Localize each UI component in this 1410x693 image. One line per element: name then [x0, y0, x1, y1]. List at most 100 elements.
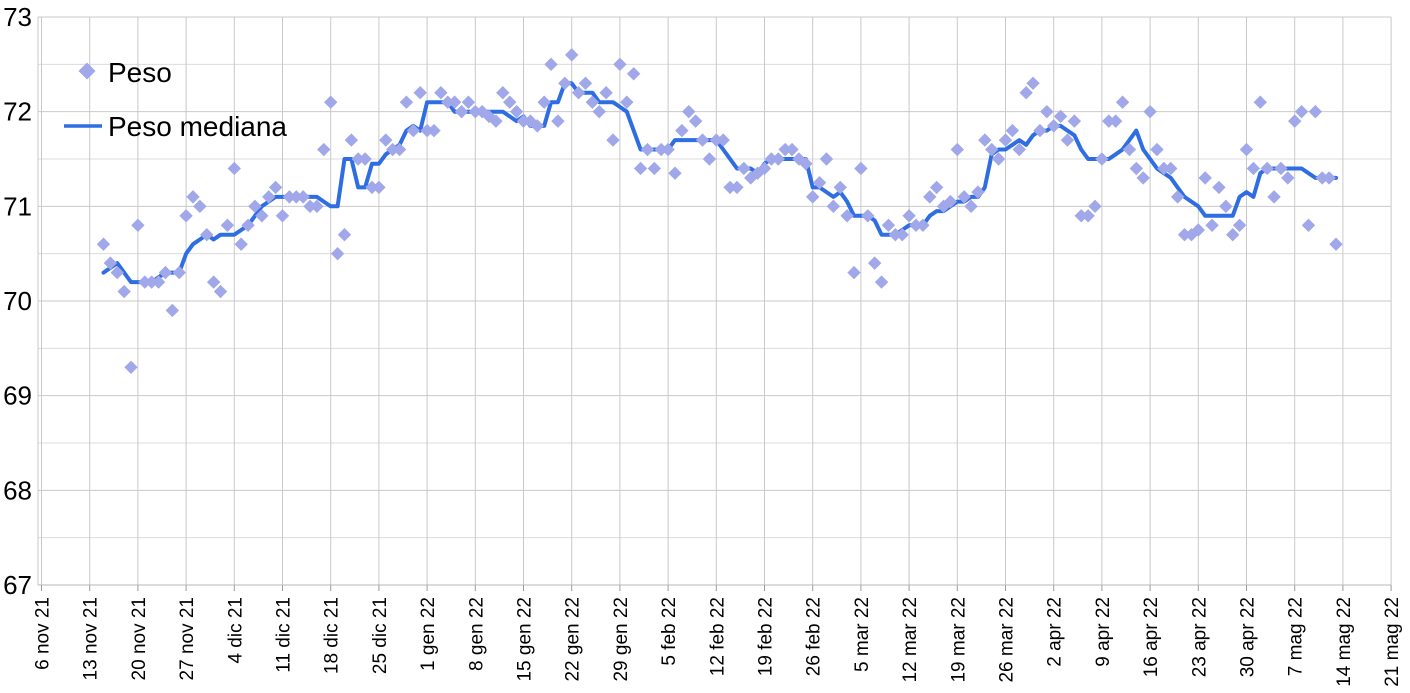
peso-data-point	[806, 190, 820, 204]
x-tick-label: 7 mag 22	[1286, 597, 1307, 676]
peso-data-point	[399, 95, 414, 109]
peso-data-point	[234, 237, 248, 251]
peso-data-point	[1081, 209, 1095, 223]
peso-data-point	[867, 256, 882, 270]
peso-data-point	[1122, 142, 1137, 157]
peso-data-point	[1253, 95, 1267, 109]
peso-data-point	[702, 152, 717, 166]
x-tick-label: 2 apr 22	[1045, 597, 1066, 667]
peso-data-point	[117, 284, 131, 299]
peso-data-point	[1205, 218, 1219, 232]
x-tick-label: 13 nov 21	[81, 597, 102, 680]
peso-data-point	[695, 133, 710, 147]
peso-data-point	[200, 228, 214, 242]
x-tick-label: 27 nov 21	[177, 597, 198, 680]
peso-data-point	[1012, 142, 1026, 157]
peso-data-point	[688, 114, 703, 128]
peso-data-point	[833, 180, 847, 195]
y-tick-label: 67	[3, 570, 32, 600]
peso-data-point	[206, 275, 221, 289]
peso-data-point	[1157, 161, 1171, 176]
peso-data-point	[1150, 142, 1164, 157]
peso-data-point	[296, 190, 310, 204]
peso-data-point	[441, 95, 455, 109]
x-tick-label: 30 apr 22	[1238, 597, 1259, 677]
peso-data-point	[558, 76, 572, 90]
peso-data-point	[1177, 228, 1192, 242]
peso-data-point	[1136, 171, 1150, 185]
peso-data-point	[909, 218, 923, 232]
peso-data-point	[461, 95, 476, 109]
peso-data-point	[1226, 228, 1240, 242]
x-tick-label: 4 dic 21	[225, 597, 246, 664]
peso-data-point	[985, 142, 999, 157]
peso-data-point	[330, 246, 345, 261]
peso-data-point	[344, 133, 359, 147]
peso-data-point	[172, 265, 186, 280]
peso-data-point	[861, 209, 875, 223]
peso-data-point	[1191, 223, 1205, 237]
peso-data-point	[489, 114, 503, 128]
peso-data-point	[1129, 161, 1144, 176]
peso-data-point	[654, 142, 668, 157]
peso-data-point	[317, 142, 331, 157]
legend: Peso Peso mediana	[64, 57, 287, 142]
peso-data-point	[551, 114, 565, 128]
peso-data-point	[1267, 190, 1281, 204]
peso-data-point	[1198, 171, 1212, 185]
peso-data-point	[1184, 228, 1199, 242]
peso-data-point	[613, 57, 627, 72]
peso-data-point	[434, 86, 448, 100]
peso-data-point	[1274, 161, 1288, 176]
peso-data-point	[819, 152, 834, 166]
peso-data-point	[413, 86, 427, 100]
peso-data-point	[840, 209, 854, 223]
peso-data-point	[268, 180, 283, 195]
peso-data-point	[1232, 218, 1247, 232]
y-axis-labels: 73 72 71 70 69 68 67	[3, 2, 32, 600]
peso-data-point	[144, 275, 159, 289]
peso-data-point	[110, 265, 124, 280]
peso-legend-diamond-icon	[78, 62, 96, 80]
peso-data-point	[138, 275, 152, 289]
peso-data-point	[978, 133, 992, 147]
peso-data-point	[503, 95, 517, 109]
peso-data-point	[337, 228, 352, 242]
peso-data-point	[365, 180, 379, 195]
peso-data-point	[310, 199, 324, 214]
peso-data-point	[1219, 199, 1233, 214]
peso-data-point	[1281, 171, 1295, 185]
peso-data-point	[640, 142, 655, 157]
peso-data-point	[248, 199, 262, 214]
peso-data-point	[888, 228, 903, 242]
peso-data-point	[626, 67, 641, 81]
x-tick-label: 29 gen 22	[611, 597, 632, 682]
peso-data-point	[427, 123, 441, 138]
x-tick-label: 6 nov 21	[33, 597, 54, 670]
x-tick-label: 5 feb 22	[659, 597, 680, 666]
x-tick-label: 14 mag 22	[1334, 597, 1355, 687]
peso-data-point	[971, 185, 985, 199]
x-tick-label: 26 feb 22	[804, 597, 825, 676]
peso-data-point	[1019, 86, 1033, 100]
y-tick-label: 68	[3, 475, 32, 505]
peso-data-point	[737, 161, 751, 176]
peso-data-point	[275, 209, 290, 223]
x-tick-label: 15 gen 22	[515, 597, 536, 682]
peso-data-point	[916, 218, 930, 232]
x-axis-labels: 6 nov 21 13 nov 21 20 nov 21 27 nov 21 4 dic…	[33, 597, 1404, 687]
peso-data-point	[372, 180, 386, 195]
peso-data-point	[592, 104, 606, 119]
peso-data-point	[716, 133, 730, 147]
peso-data-point	[1170, 190, 1185, 204]
x-tick-label: 1 gen 22	[418, 597, 439, 671]
peso-data-point	[1212, 180, 1226, 195]
peso-data-point	[1108, 114, 1123, 128]
peso-data-point	[468, 104, 482, 119]
peso-data-point	[454, 104, 469, 119]
peso-data-point	[1260, 161, 1274, 176]
peso-data-point	[241, 218, 255, 232]
peso-data-point	[1301, 218, 1316, 232]
peso-data-point	[1053, 109, 1068, 124]
peso-data-point	[647, 161, 662, 176]
